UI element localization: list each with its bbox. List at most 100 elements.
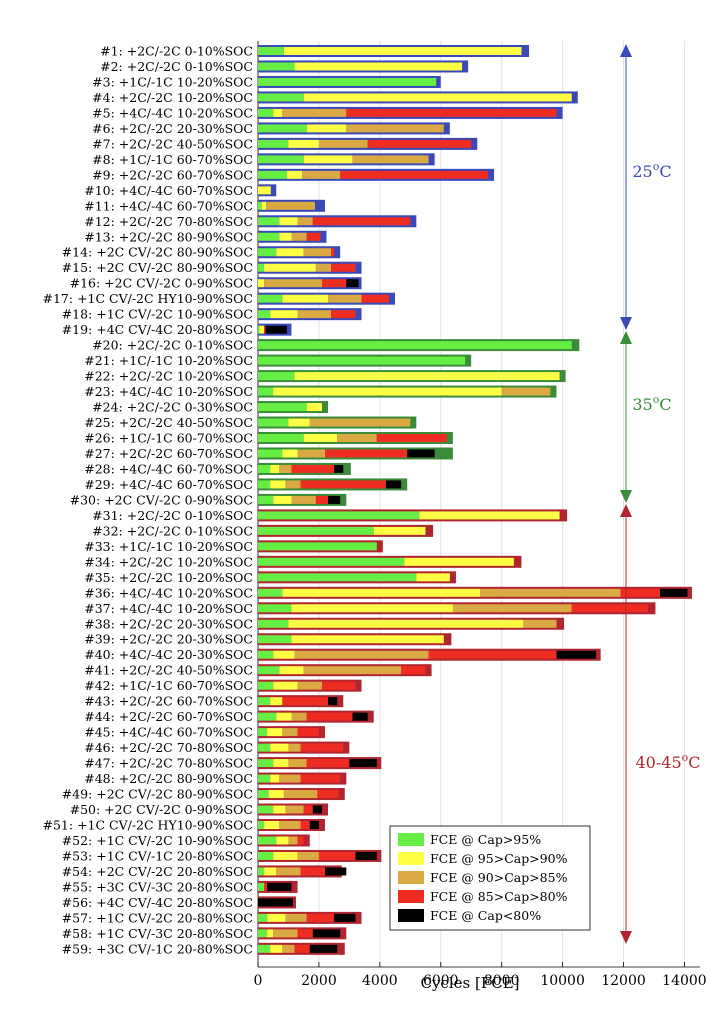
- bar-segment: [297, 929, 313, 938]
- bar-segment: [303, 155, 353, 164]
- bar-segment: [266, 201, 315, 210]
- bar-segment: [279, 464, 292, 473]
- bar-segment: [258, 139, 289, 148]
- zone-label: 25oC: [632, 160, 671, 181]
- bar-segment: [258, 201, 262, 210]
- bar-segment: [288, 759, 307, 768]
- bar-segment: [306, 759, 350, 768]
- bar-segment: [258, 604, 292, 613]
- y-tick-label: #47: +2C/-2C 70-80%SOC: [84, 756, 253, 771]
- bar-segment: [321, 681, 356, 690]
- bar-segment: [367, 139, 472, 148]
- y-tick-label: #46: +2C/-2C 70-80%SOC: [84, 740, 253, 755]
- bar-segment: [258, 480, 271, 489]
- bars-layer: [258, 45, 693, 955]
- bar-segment: [288, 139, 319, 148]
- bar-segment: [258, 387, 274, 396]
- zone-label: 40-45oC: [636, 751, 701, 772]
- bar-segment: [258, 774, 271, 783]
- bar-segment: [312, 929, 341, 938]
- bar-segment: [452, 604, 572, 613]
- bar-segment: [258, 372, 295, 381]
- bar-segment: [291, 464, 335, 473]
- bar-segment: [258, 511, 420, 520]
- bar-segment: [297, 728, 319, 737]
- bar-segment: [285, 805, 304, 814]
- y-tick-label: #31: +2C/-2C 0-10%SOC: [92, 508, 253, 523]
- x-tick-label: 14000: [662, 973, 707, 989]
- bar-segment: [303, 248, 332, 257]
- bar-segment: [288, 418, 310, 427]
- bar-segment: [334, 913, 356, 922]
- bar-segment: [279, 217, 298, 226]
- legend-entry: FCE @ 90>Cap>85%: [430, 870, 568, 885]
- y-tick-label: #57: +1C CV/-2C 20-80%SOC: [62, 910, 253, 925]
- bar-segment: [355, 851, 377, 860]
- bar-segment: [273, 805, 286, 814]
- y-tick-label: #20: +2C/-2C 0-10%SOC: [92, 338, 253, 353]
- bar-segment: [273, 495, 292, 504]
- bar-segment: [306, 712, 353, 721]
- y-tick-label: #25: +2C/-2C 40-50%SOC: [84, 415, 253, 430]
- bar-segment: [265, 325, 287, 334]
- bar-segment: [291, 232, 307, 241]
- bar-segment: [297, 449, 326, 458]
- bar-segment: [267, 728, 283, 737]
- bar-segment: [258, 108, 274, 117]
- bar-segment: [523, 619, 557, 628]
- y-tick-label: #44: +2C/-2C 60-70%SOC: [84, 709, 253, 724]
- bar-segment: [294, 372, 560, 381]
- bar-segment: [258, 449, 283, 458]
- bar-segment: [302, 170, 341, 179]
- y-tick-label: #54: +2C CV/-2C 20-80%SOC: [62, 864, 253, 879]
- y-tick-label: #19: +4C CV/-4C 20-80%SOC: [62, 322, 253, 337]
- y-tick-label: #34: +2C/-2C 10-20%SOC: [84, 554, 253, 569]
- bar-segment: [258, 666, 280, 675]
- bar-segment: [283, 47, 522, 55]
- y-tick-label: #52: +1C CV/-2C 10-90%SOC: [62, 833, 253, 848]
- bar-segment: [258, 356, 466, 365]
- y-tick-label: #45: +4C/-4C 60-70%SOC: [84, 725, 253, 740]
- bar-segment: [331, 248, 335, 257]
- y-tick-label: #23: +4C/-4C 10-20%SOC: [84, 384, 253, 399]
- bar-segment: [258, 836, 277, 845]
- bar-segment: [258, 712, 277, 721]
- bar-segment: [328, 495, 341, 504]
- y-tick-label: #32: +2C/-2C 0-10%SOC: [92, 523, 253, 538]
- bar-segment: [283, 790, 318, 799]
- y-tick-label: #56: +4C CV/-4C 20-80%SOC: [62, 895, 253, 910]
- x-tick-label: 2000: [301, 973, 337, 989]
- y-tick-label: #17: +1C CV/-2C HY10-90%SOC: [43, 291, 254, 306]
- bar-segment: [258, 619, 289, 628]
- y-tick-label: #8: +1C/-1C 60-70%SOC: [92, 152, 253, 167]
- bar-segment: [264, 263, 316, 272]
- y-tick-label: #37: +4C/-4C 10-20%SOC: [84, 601, 253, 616]
- bar-segment: [286, 170, 303, 179]
- legend-swatch: [398, 890, 424, 903]
- y-tick-label: #9: +2C/-2C 60-70%SOC: [92, 167, 253, 182]
- y-tick-label: #27: +2C/-2C 60-70%SOC: [84, 446, 253, 461]
- bar-segment: [273, 108, 283, 117]
- bar-segment: [315, 263, 332, 272]
- x-axis-label: Cycles [FCE]: [420, 974, 519, 992]
- bar-segment: [303, 434, 338, 442]
- bar-segment: [258, 325, 260, 334]
- bar-segment: [306, 403, 322, 412]
- bar-segment: [288, 619, 524, 628]
- y-tick-label: #36: +4C/-4C 10-20%SOC: [84, 585, 253, 600]
- bar-segment: [285, 480, 301, 489]
- bar-segment: [276, 712, 292, 721]
- bar-segment: [416, 573, 450, 582]
- x-axis-ticks: 0 2000 4000 6000 8000 10000 12000 14000: [254, 962, 707, 989]
- legend-entry: FCE @ 85>Cap>80%: [430, 889, 568, 904]
- y-tick-label: #5: +4C/-4C 10-20%SOC: [92, 105, 253, 120]
- x-tick-label: 0: [254, 973, 263, 989]
- y-tick-label: #13: +2C/-2C 80-90%SOC: [84, 229, 253, 244]
- bar-segment: [294, 62, 463, 71]
- bar-segment: [258, 821, 265, 829]
- bar-segment: [258, 929, 268, 938]
- y-tick-label: #2: +2C/-2C 0-10%SOC: [100, 59, 253, 74]
- y-tick-label: #4: +2C/-2C 10-20%SOC: [92, 90, 253, 105]
- bar-segment: [258, 681, 274, 690]
- bar-segment: [258, 186, 271, 195]
